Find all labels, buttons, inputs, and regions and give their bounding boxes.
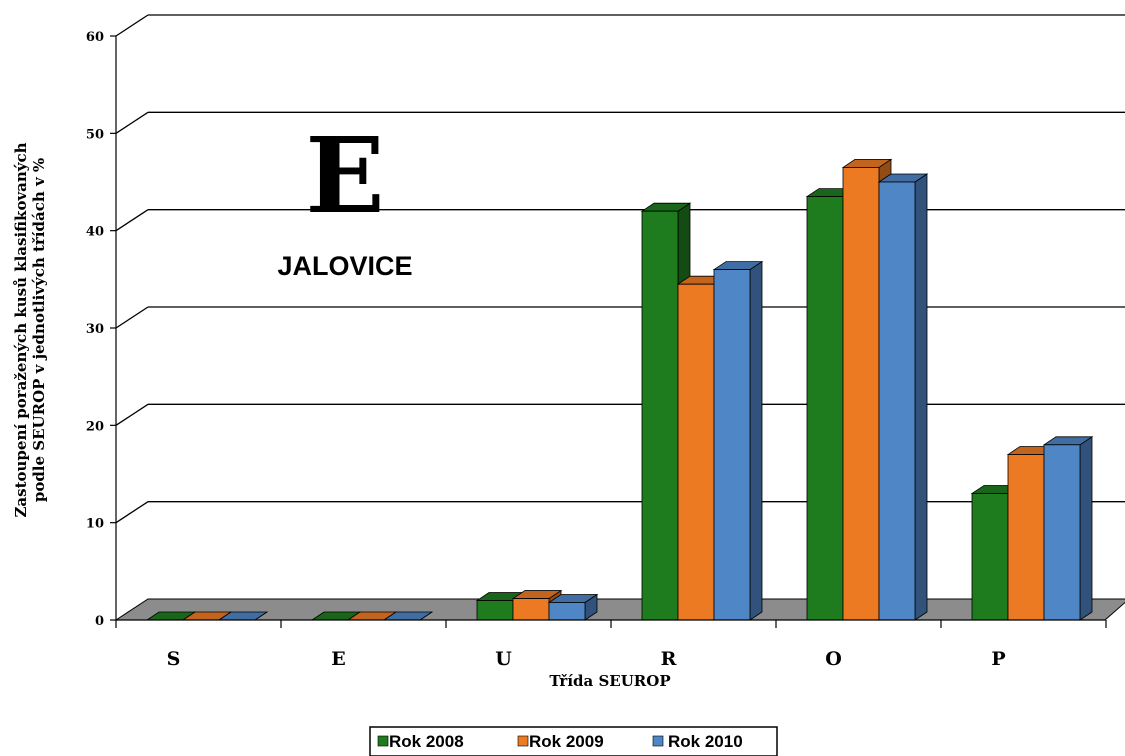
legend-box — [369, 726, 778, 756]
legend: Rok 2008 Rok 2009 Rok 2010 — [369, 726, 778, 756]
axes: 0 10 20 30 40 50 60 S E U R O P — [86, 30, 1107, 670]
y-tick-label: 20 — [86, 419, 104, 434]
bar-O-rok-2010 — [877, 173, 929, 621]
legend-swatch-2009 — [517, 735, 529, 747]
y-axis-label: Zastoupení poražených kusů klasifikovaný… — [12, 142, 48, 517]
x-tick-label: R — [661, 648, 677, 670]
bar-U-rok-2010 — [547, 593, 599, 621]
x-tick-label: S — [167, 648, 181, 670]
chart-subtitle: JALOVICE — [277, 251, 412, 281]
y-tick-label: 10 — [86, 517, 104, 532]
gridline-diag — [115, 209, 149, 232]
legend-swatch-2008 — [377, 735, 389, 747]
y-tick-label: 30 — [86, 322, 104, 337]
gridline-diag — [115, 403, 149, 426]
legend-label-2008: Rok 2008 — [389, 732, 464, 751]
x-tick-label: U — [495, 648, 512, 670]
x-axis-label: Třída SEUROP — [549, 672, 670, 690]
x-tick-label: E — [331, 648, 345, 670]
gridlines — [115, 14, 1125, 524]
x-tick-label: P — [991, 648, 1005, 670]
legend-swatch-2010 — [652, 735, 664, 747]
y-tick-label: 0 — [95, 614, 104, 629]
x-tick-label: O — [825, 648, 842, 670]
gridline-diag — [115, 306, 149, 329]
bars — [145, 158, 1094, 621]
y-tick-label: 60 — [86, 30, 104, 45]
y-tick-label: 40 — [86, 225, 104, 240]
legend-label-2009: Rok 2009 — [529, 732, 604, 751]
gridline-diag — [115, 14, 149, 37]
bar-P-rok-2010 — [1042, 436, 1094, 621]
y-axis-label-line2: podle SEUROP v jednotlivých třídách v % — [30, 158, 48, 502]
y-axis-label-line1: Zastoupení poražených kusů klasifikovaný… — [12, 142, 30, 517]
gridline-diag — [115, 501, 149, 524]
y-tick-label: 50 — [86, 127, 104, 142]
gridline-diag — [115, 111, 149, 134]
bar-R-rok-2010 — [712, 260, 764, 621]
legend-label-2010: Rok 2010 — [668, 732, 743, 751]
class-letter: E — [305, 114, 384, 237]
